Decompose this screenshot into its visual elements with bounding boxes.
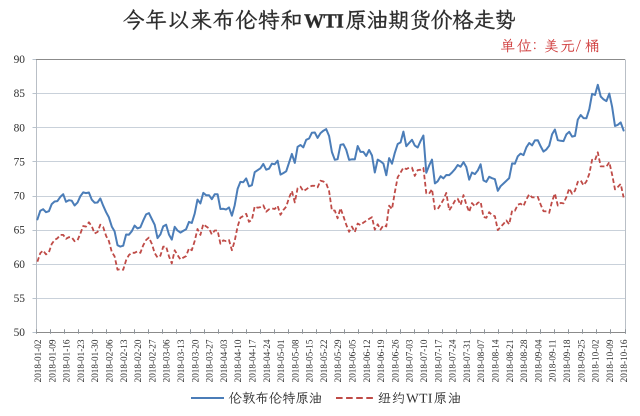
svg-text:2018-07-10: 2018-07-10	[419, 339, 429, 382]
svg-text:2018-02-20: 2018-02-20	[133, 339, 143, 382]
svg-text:50: 50	[14, 327, 26, 339]
svg-text:2018-07-31: 2018-07-31	[462, 339, 472, 382]
svg-text:90: 90	[14, 54, 26, 66]
svg-text:55: 55	[14, 293, 26, 305]
svg-text:80: 80	[14, 122, 26, 134]
svg-text:65: 65	[14, 225, 26, 237]
svg-text:2018-06-12: 2018-06-12	[362, 339, 372, 382]
svg-text:2018-05-15: 2018-05-15	[305, 339, 315, 382]
svg-text:85: 85	[14, 88, 26, 100]
svg-text:2018-01-09: 2018-01-09	[47, 339, 57, 382]
svg-text:2018-09-11: 2018-09-11	[548, 339, 558, 382]
svg-text:2018-08-28: 2018-08-28	[519, 339, 529, 382]
svg-text:2018-04-10: 2018-04-10	[233, 339, 243, 382]
svg-text:2018-10-09: 2018-10-09	[605, 339, 615, 382]
svg-text:2018-08-14: 2018-08-14	[491, 339, 501, 382]
svg-text:2018-01-30: 2018-01-30	[90, 339, 100, 382]
svg-text:2018-04-17: 2018-04-17	[248, 339, 258, 382]
svg-text:2018-07-24: 2018-07-24	[448, 339, 458, 382]
svg-text:2018-01-23: 2018-01-23	[76, 339, 86, 382]
svg-text:2018-08-07: 2018-08-07	[476, 339, 486, 382]
svg-text:2018-05-08: 2018-05-08	[290, 339, 300, 382]
svg-text:2018-04-24: 2018-04-24	[262, 339, 272, 382]
svg-text:2018-02-06: 2018-02-06	[105, 339, 115, 382]
svg-text:2018-02-27: 2018-02-27	[147, 339, 157, 382]
svg-text:2018-10-16: 2018-10-16	[619, 339, 629, 382]
svg-text:2018-10-02: 2018-10-02	[591, 339, 601, 382]
svg-text:60: 60	[14, 259, 26, 271]
svg-text:2018-09-25: 2018-09-25	[576, 339, 586, 382]
svg-text:2018-06-26: 2018-06-26	[390, 339, 400, 382]
svg-text:2018-05-22: 2018-05-22	[319, 339, 329, 382]
svg-text:2018-01-16: 2018-01-16	[62, 339, 72, 382]
svg-text:2018-05-29: 2018-05-29	[333, 339, 343, 382]
svg-text:2018-03-27: 2018-03-27	[205, 339, 215, 382]
svg-text:2018-07-17: 2018-07-17	[433, 339, 443, 382]
svg-text:75: 75	[14, 157, 26, 169]
svg-text:2018-06-19: 2018-06-19	[376, 339, 386, 382]
svg-text:2018-08-21: 2018-08-21	[505, 339, 515, 382]
svg-text:70: 70	[14, 191, 26, 203]
svg-text:2018-01-02: 2018-01-02	[33, 339, 43, 382]
svg-text:2018-05-01: 2018-05-01	[276, 339, 286, 382]
svg-text:2018-03-06: 2018-03-06	[162, 339, 172, 382]
svg-text:2018-03-20: 2018-03-20	[190, 339, 200, 382]
svg-text:2018-02-13: 2018-02-13	[119, 339, 129, 382]
svg-text:2018-04-03: 2018-04-03	[219, 339, 229, 382]
svg-text:2018-03-13: 2018-03-13	[176, 339, 186, 382]
svg-text:2018-09-18: 2018-09-18	[562, 339, 572, 382]
svg-text:2018-07-03: 2018-07-03	[405, 339, 415, 382]
svg-text:2018-06-05: 2018-06-05	[348, 339, 358, 382]
svg-text:2018-09-04: 2018-09-04	[533, 339, 543, 382]
